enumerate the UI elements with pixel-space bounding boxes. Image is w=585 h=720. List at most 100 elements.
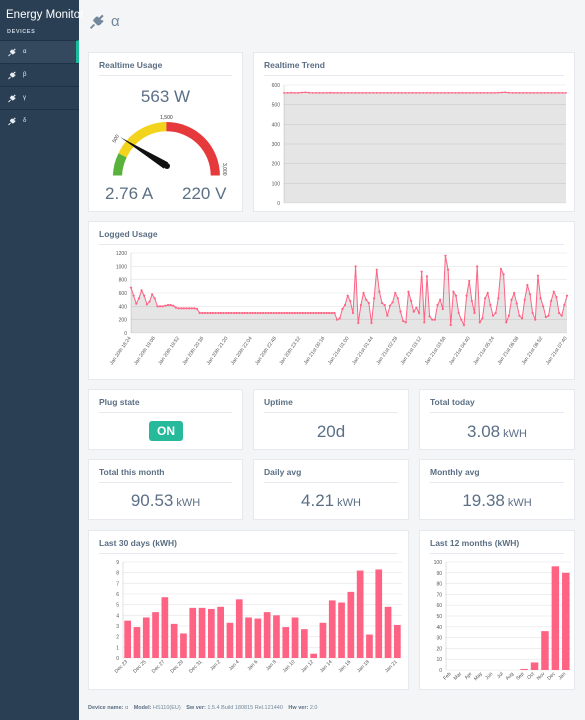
data-point [444, 254, 447, 257]
sidebar-item-beta[interactable]: β [0, 63, 79, 86]
sidebar-item-label: δ [23, 118, 27, 124]
data-point [411, 91, 414, 94]
data-point [383, 303, 386, 307]
data-point [489, 303, 492, 307]
bar [273, 615, 280, 658]
monthly-avg-panel: Monthly avg 19.38 kWH [419, 459, 575, 520]
y-tick-label: 600 [272, 83, 281, 89]
data-point [404, 91, 407, 94]
bar [356, 570, 364, 658]
data-point [388, 304, 392, 307]
data-point [280, 311, 283, 315]
data-point [290, 91, 293, 94]
data-point [320, 311, 323, 315]
data-point [531, 311, 534, 315]
bar [301, 629, 308, 658]
data-point [418, 91, 421, 94]
bar [282, 627, 290, 658]
data-point [330, 311, 333, 315]
data-point [328, 311, 331, 315]
x-tick-label: Jan 21st 01:00 [327, 336, 351, 366]
data-point [450, 91, 453, 94]
data-point [300, 91, 303, 94]
sw-ver: 1.5.4 Build 180815 Rel.121440 [207, 705, 283, 711]
data-point [557, 91, 560, 94]
sidebar-item-gamma[interactable]: γ [0, 86, 79, 109]
data-point [158, 305, 162, 308]
y-tick-label: 10 [436, 657, 442, 663]
data-point [230, 311, 233, 315]
data-point [301, 311, 304, 315]
data-point [534, 318, 537, 321]
data-point [166, 303, 170, 307]
app-brand[interactable]: Energy Monitor [6, 9, 84, 21]
y-tick-label: 8 [116, 571, 119, 577]
devices-section-label: DEVICES [7, 29, 36, 35]
realtime-trend-chart: 0 100 200 300 400 500 600 [272, 83, 567, 207]
data-point [494, 311, 497, 315]
panel-title: Monthly avg [430, 467, 564, 483]
data-point [206, 311, 209, 315]
y-tick-label: 30 [436, 636, 442, 642]
sidebar-item-alpha[interactable]: α [0, 40, 79, 63]
data-point [404, 321, 407, 324]
data-point [174, 306, 178, 309]
data-point [272, 311, 275, 315]
x-tick-label: Jan 21st 02:28 [375, 336, 399, 366]
data-point [317, 311, 320, 315]
bar [394, 624, 401, 658]
uptime-panel: Uptime 20d [253, 389, 409, 450]
data-point [161, 305, 164, 308]
hw-ver-label: Hw ver: [288, 705, 309, 711]
bar [310, 653, 317, 658]
data-point [465, 91, 467, 94]
data-point [336, 91, 339, 94]
data-point [177, 307, 180, 310]
data-point [309, 311, 312, 315]
sidebar-item-delta[interactable]: δ [0, 109, 79, 132]
area-fill [284, 92, 566, 203]
data-point [543, 91, 546, 94]
data-point [286, 91, 289, 94]
bar [254, 618, 262, 658]
total-today-panel: Total today 3.08 kWH [419, 389, 575, 450]
x-tick-label: Nov [536, 671, 547, 682]
data-point [532, 91, 535, 94]
x-tick-label: Jan 21st 03:12 [400, 336, 424, 366]
unit: kWH [176, 497, 201, 509]
data-point [554, 91, 557, 94]
x-tick-label: Jan 20th 20:36 [181, 336, 205, 367]
plug-state-toggle[interactable]: ON [149, 421, 183, 441]
model: HS110(EU) [152, 705, 181, 711]
data-point [333, 91, 335, 94]
data-point [481, 317, 484, 320]
x-tick-label: Jan 8 [265, 659, 278, 672]
bar [170, 623, 178, 658]
data-point [536, 91, 539, 94]
sw-ver-label: Sw ver: [186, 705, 206, 711]
data-point [357, 321, 360, 325]
value: 3.08 [467, 422, 501, 441]
data-point [297, 91, 300, 94]
x-tick-label: Jan 21st 07:40 [545, 336, 569, 366]
data-point [452, 290, 455, 293]
y-tick-label: 200 [272, 162, 281, 168]
data-point [458, 91, 460, 94]
data-point [240, 311, 244, 315]
realtime-power: 563 W [140, 87, 191, 106]
data-point [283, 311, 286, 315]
gauge-tick-label: 500 [112, 134, 121, 144]
data-point [550, 91, 553, 94]
data-point [361, 91, 364, 94]
x-tick-label: Mar [453, 671, 464, 682]
data-point [409, 299, 413, 303]
unit: kWH [337, 497, 361, 509]
last-12-months-panel: Last 12 months (kWH) 0 10 20 30 40 50 60 70 80 90… [419, 530, 575, 690]
data-point [461, 91, 464, 94]
x-tick-label: Jan 20th 21:20 [206, 336, 230, 367]
bar [142, 617, 150, 658]
data-point [500, 91, 503, 94]
data-point [522, 91, 525, 94]
data-point [172, 304, 175, 307]
data-point [211, 311, 215, 315]
